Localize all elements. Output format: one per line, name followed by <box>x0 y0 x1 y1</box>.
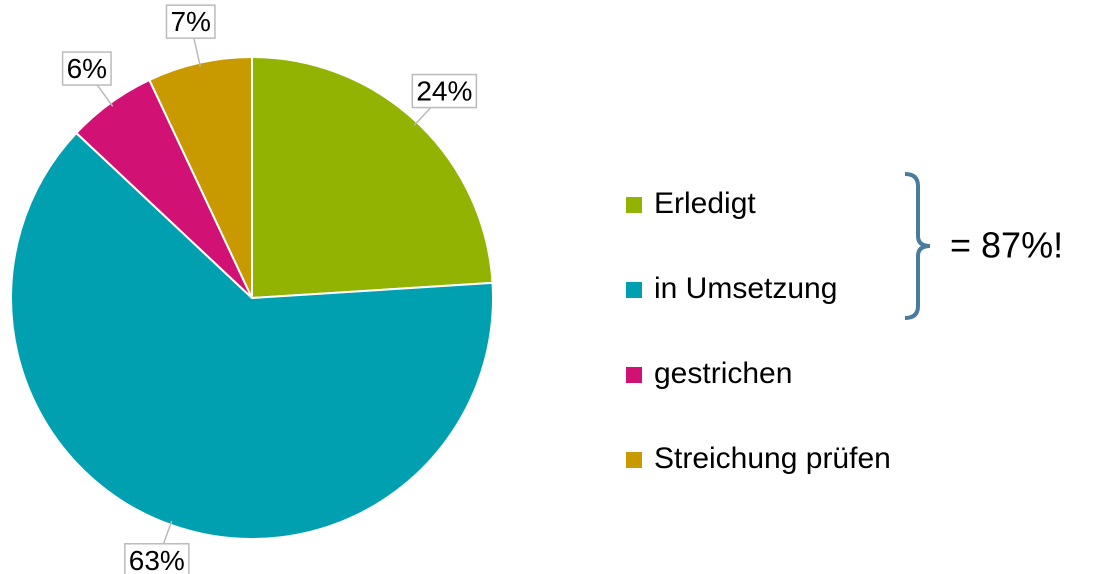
legend-swatch <box>626 282 642 298</box>
data-label: 63% <box>129 545 185 574</box>
legend-label: in Umsetzung <box>654 272 837 305</box>
data-label: 6% <box>67 53 107 84</box>
label-box <box>411 73 478 109</box>
legend-label: gestrichen <box>654 357 792 390</box>
data-label: 7% <box>170 6 210 37</box>
label-box <box>124 543 190 574</box>
legend-swatch <box>626 452 642 468</box>
brace <box>904 172 931 320</box>
legend-swatch <box>626 197 642 213</box>
annotation: = 87%! <box>950 225 1063 266</box>
legend-label: Streichung prüfen <box>654 442 891 475</box>
legend-label: Erledigt <box>654 187 756 220</box>
label-box <box>165 4 216 39</box>
data-label: 24% <box>416 76 472 107</box>
legend-swatch <box>626 367 642 383</box>
label-box <box>61 51 112 86</box>
